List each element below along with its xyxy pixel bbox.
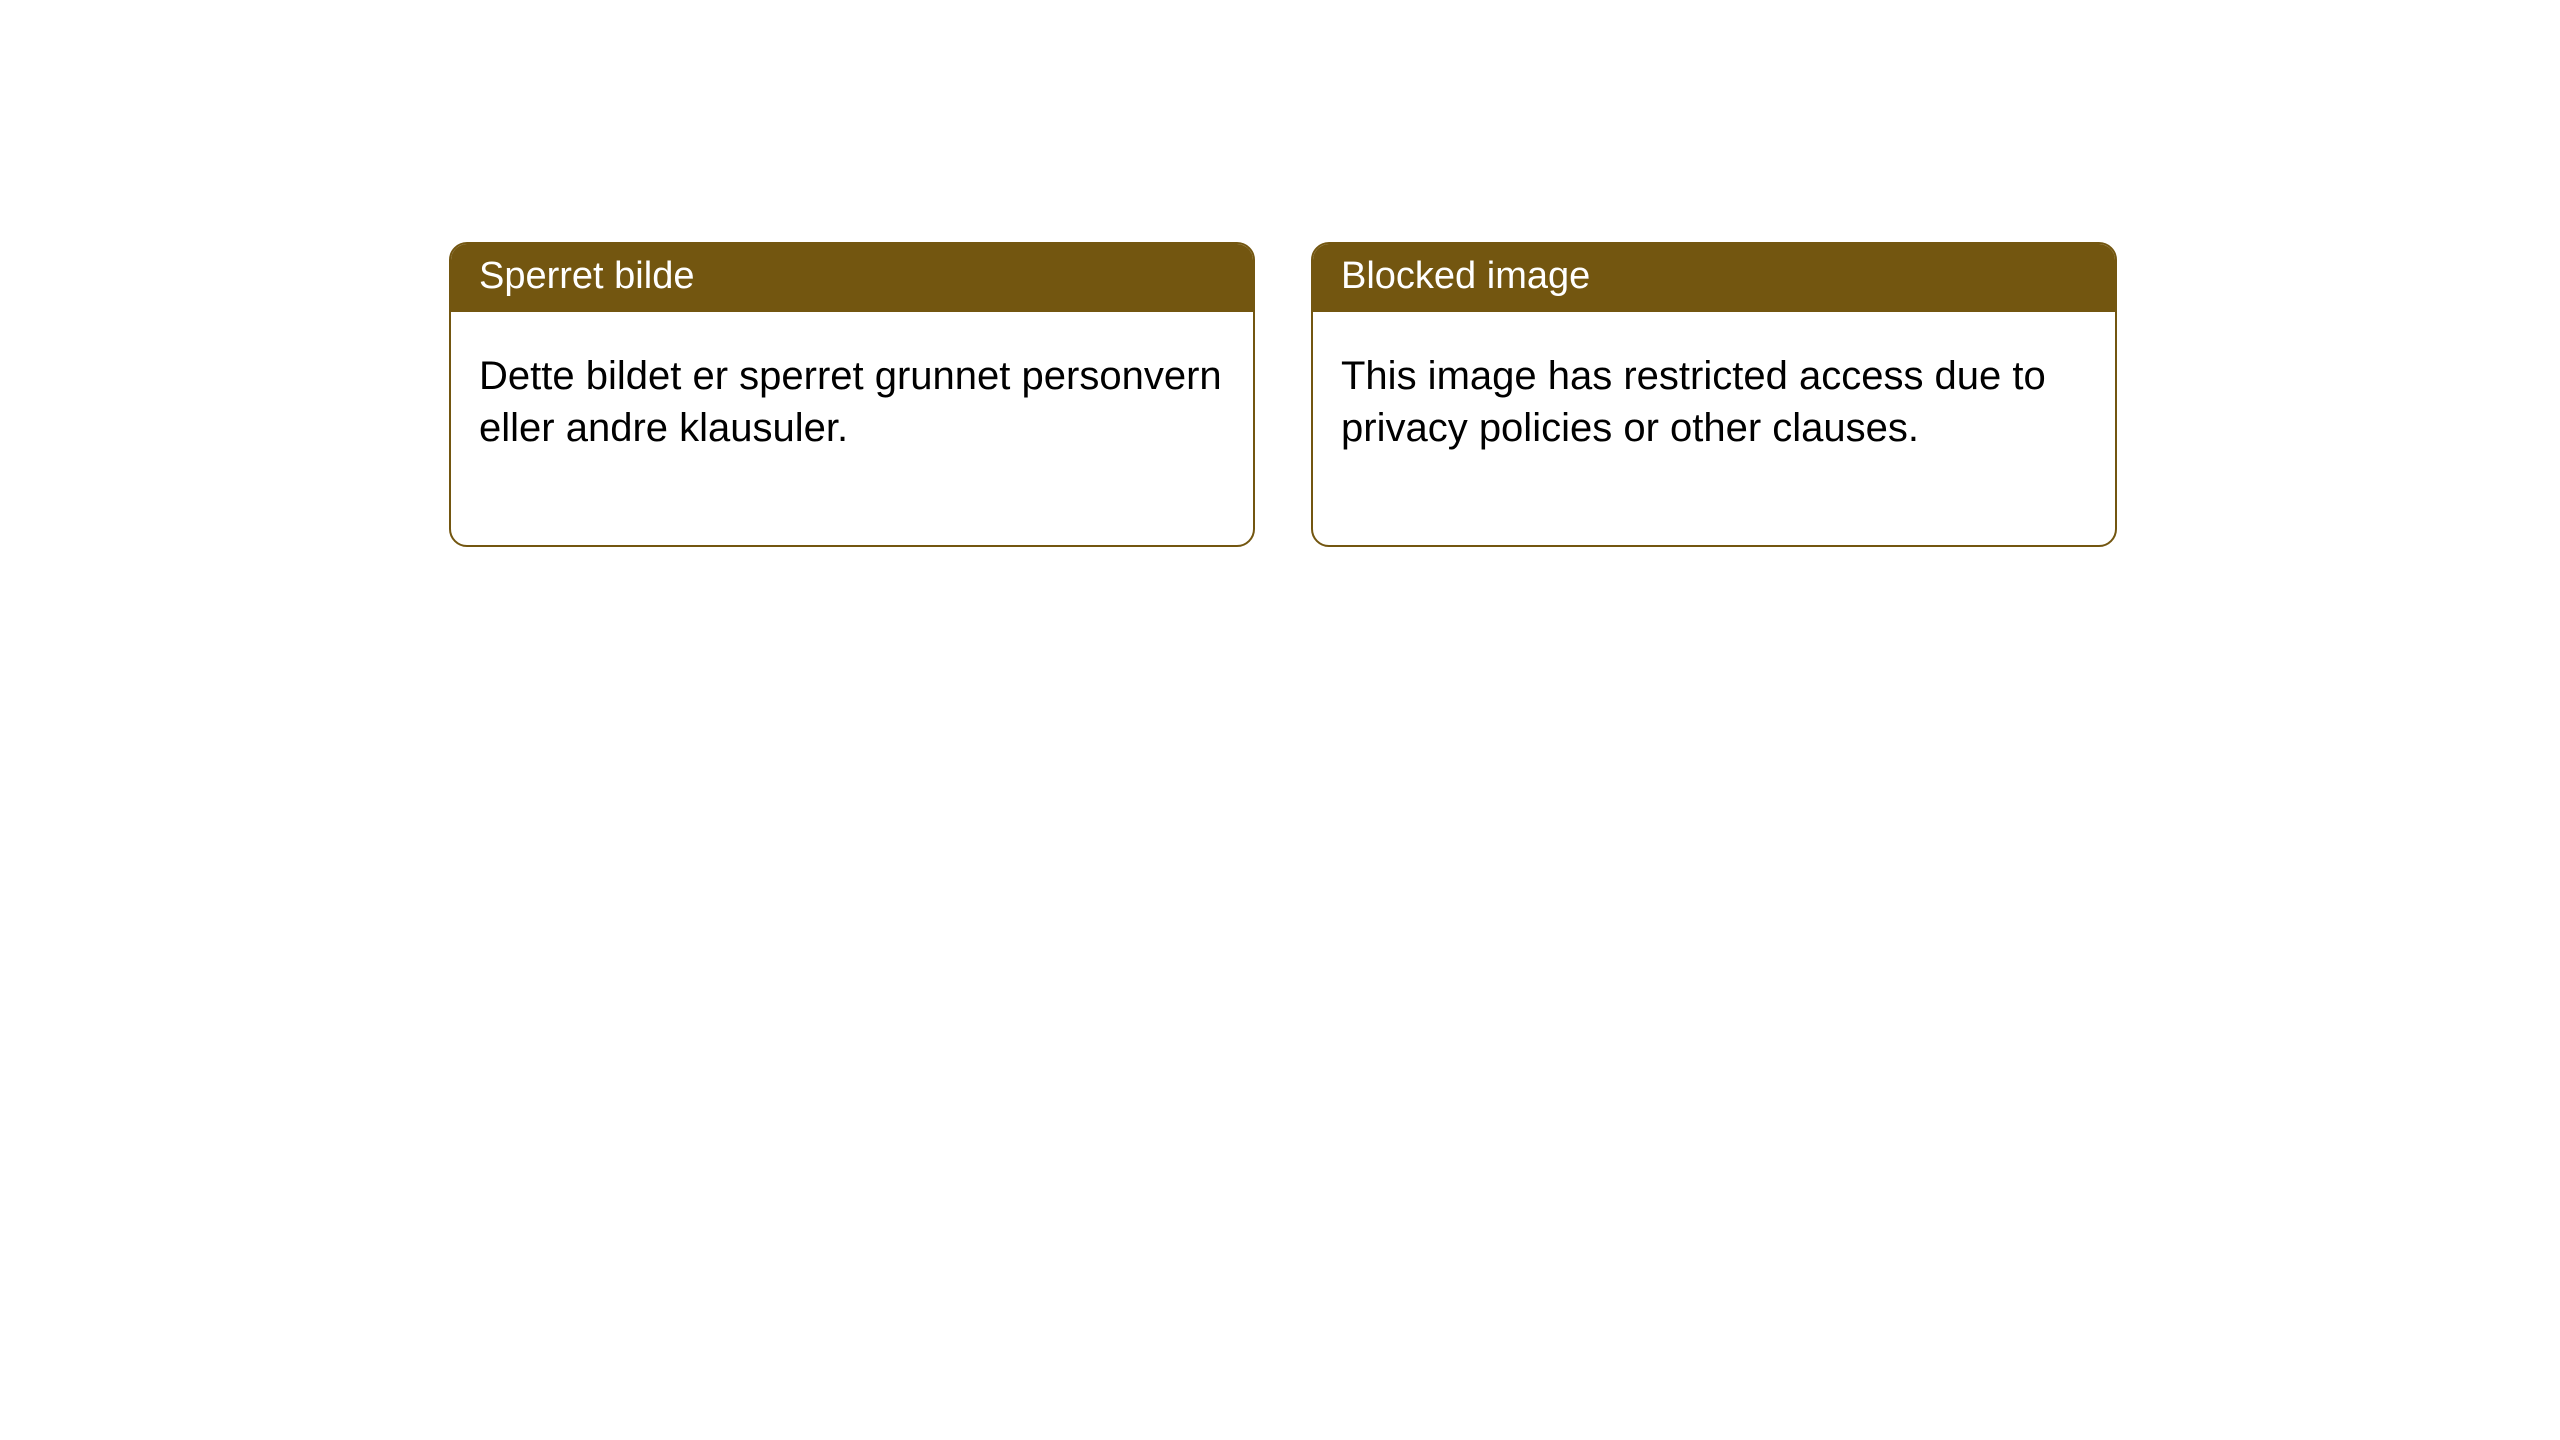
notice-header: Blocked image: [1313, 244, 2115, 312]
notice-card-norwegian: Sperret bilde Dette bildet er sperret gr…: [449, 242, 1255, 547]
notice-body: This image has restricted access due to …: [1313, 312, 2115, 546]
notice-header: Sperret bilde: [451, 244, 1253, 312]
notice-card-english: Blocked image This image has restricted …: [1311, 242, 2117, 547]
notice-body: Dette bildet er sperret grunnet personve…: [451, 312, 1253, 546]
notice-container: Sperret bilde Dette bildet er sperret gr…: [0, 0, 2560, 547]
